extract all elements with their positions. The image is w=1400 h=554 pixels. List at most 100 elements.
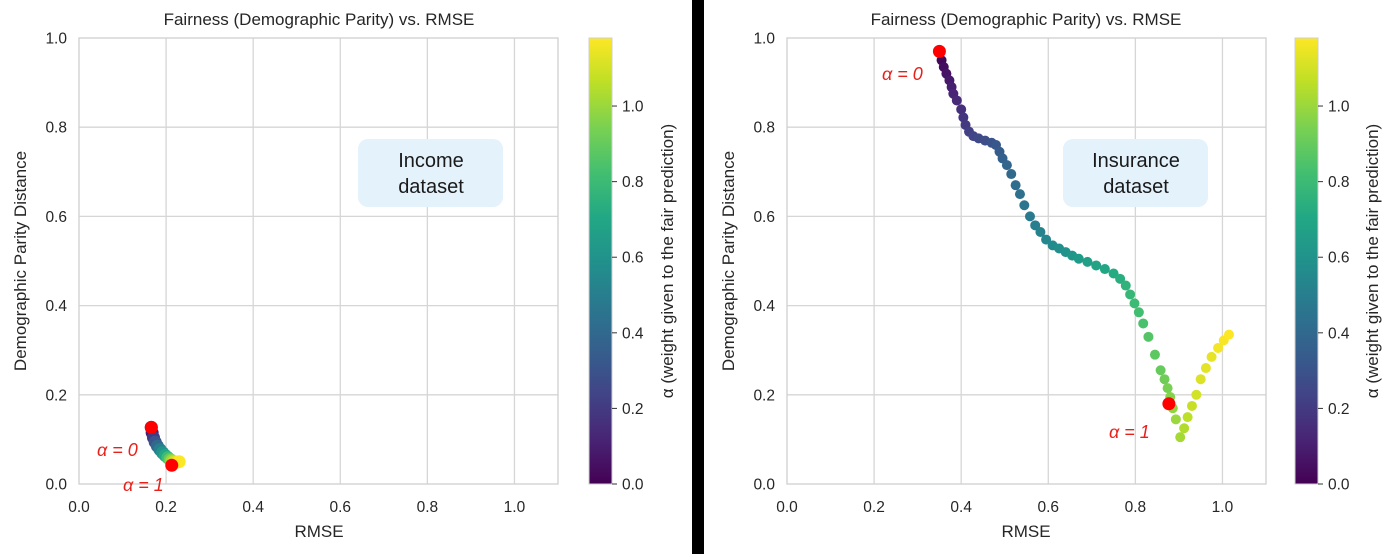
colorbar-tick-label: 0.2 xyxy=(1328,401,1350,418)
annotation-alpha-1: α = 1 xyxy=(1109,422,1150,442)
chart-title: Fairness (Demographic Parity) vs. RMSE xyxy=(164,10,475,29)
y-tick-label: 0.2 xyxy=(753,387,775,404)
scatter-point xyxy=(1115,273,1126,284)
y-tick-label: 1.0 xyxy=(45,31,67,48)
scatter-point xyxy=(1125,289,1136,300)
annotation-alpha-0: α = 0 xyxy=(97,440,138,460)
plot-frame xyxy=(78,37,559,485)
colorbar-tick-label: 0.6 xyxy=(1328,250,1350,267)
y-tick-label: 0.6 xyxy=(45,209,67,226)
scatter-point xyxy=(1014,189,1025,200)
colorbar-insurance: 0.0 0.2 0.4 0.6 0.8 1.0 α (weight given to th… xyxy=(1294,37,1382,494)
scatter-point xyxy=(1182,412,1193,423)
chart-panel-income: Fairness (Demographic Parity) vs. RMSE 0… xyxy=(11,10,559,541)
x-tick-label: 0.2 xyxy=(863,499,885,516)
y-tick-label: 0.8 xyxy=(753,120,775,137)
scatter-point xyxy=(1143,331,1154,342)
colorbar-label: α (weight given to the fair prediction) xyxy=(658,124,677,398)
scatter-point xyxy=(1120,280,1131,291)
chart-panel-insurance: Fairness (Demographic Parity) vs. RMSE 0… xyxy=(719,10,1267,541)
colorbar-tick-label: 1.0 xyxy=(622,99,644,116)
scatter-point xyxy=(1035,227,1046,238)
x-tick-label: 0.6 xyxy=(329,499,351,516)
x-tick-label: 0.0 xyxy=(776,499,798,516)
scatter-point xyxy=(1006,169,1017,180)
y-axis-label: Demographic Parity Distance xyxy=(719,151,738,371)
scatter-point xyxy=(958,112,969,123)
colorbar-tick-label: 0.4 xyxy=(622,325,644,342)
x-tick-labels: 0.0 0.2 0.4 0.6 0.8 1.0 xyxy=(776,499,1233,516)
scatter-point xyxy=(1213,342,1224,353)
scatter-point xyxy=(1091,260,1102,271)
dataset-label-box xyxy=(358,139,503,207)
dataset-label-line1: Insurance xyxy=(1092,150,1180,172)
scatter-point xyxy=(1010,180,1021,191)
y-tick-label: 0.4 xyxy=(753,298,775,315)
annotation-alpha-1: α = 1 xyxy=(123,475,164,495)
x-tick-label: 0.4 xyxy=(242,499,264,516)
scatter-point xyxy=(1149,349,1160,360)
scatter-point xyxy=(1082,256,1093,267)
scatter-point xyxy=(1133,307,1144,318)
dataset-label-line2: dataset xyxy=(398,176,464,198)
colorbar-tick-label: 0.2 xyxy=(622,401,644,418)
dataset-label-box xyxy=(1063,139,1208,207)
scatter-point xyxy=(1170,414,1181,425)
y-tick-labels: 0.0 0.2 0.4 0.6 0.8 1.0 xyxy=(45,31,67,494)
dataset-label-line1: Income xyxy=(398,150,464,172)
panel-divider xyxy=(692,0,704,554)
x-tick-label: 1.0 xyxy=(1212,499,1234,516)
colorbar-tick-label: 0.8 xyxy=(1328,174,1350,191)
scatter-point xyxy=(1041,234,1052,245)
dataset-label-line2: dataset xyxy=(1103,176,1169,198)
scatter-point xyxy=(1186,400,1197,411)
y-tick-labels: 0.0 0.2 0.4 0.6 0.8 1.0 xyxy=(753,31,775,494)
scatter-point xyxy=(1138,318,1149,329)
scatter-point xyxy=(1024,211,1035,222)
y-tick-label: 0.0 xyxy=(45,477,67,494)
x-tick-label: 0.4 xyxy=(950,499,972,516)
highlight-point xyxy=(1162,397,1176,411)
x-tick-label: 0.0 xyxy=(68,499,90,516)
colorbar-tick-label: 0.8 xyxy=(622,174,644,191)
colorbar-tick-label: 0.4 xyxy=(1328,325,1350,342)
scatter-point xyxy=(951,95,962,106)
scatter-point xyxy=(1179,423,1190,434)
colorbar-tick-label: 0.0 xyxy=(622,477,644,494)
scatter-point xyxy=(1162,383,1173,394)
x-tick-labels: 0.0 0.2 0.4 0.6 0.8 1.0 xyxy=(68,499,525,516)
x-tick-label: 0.8 xyxy=(1125,499,1147,516)
x-tick-label: 0.2 xyxy=(155,499,177,516)
y-tick-label: 1.0 xyxy=(753,31,775,48)
scatter-point xyxy=(1200,363,1211,374)
x-tick-label: 0.8 xyxy=(417,499,439,516)
scatter-point xyxy=(1019,200,1030,211)
chart-title: Fairness (Demographic Parity) vs. RMSE xyxy=(871,10,1182,29)
colorbar-tick-label: 0.0 xyxy=(1328,477,1350,494)
highlight-points xyxy=(144,420,179,472)
y-tick-label: 0.4 xyxy=(45,298,67,315)
y-tick-label: 0.8 xyxy=(45,120,67,137)
y-axis-label: Demographic Parity Distance xyxy=(11,151,30,371)
colorbar-gradient xyxy=(1294,37,1319,485)
colorbar-income: 0.0 0.2 0.4 0.6 0.8 1.0 α (weight given to th… xyxy=(588,37,677,494)
colorbar-label: α (weight given to the fair prediction) xyxy=(1363,124,1382,398)
grid-x xyxy=(79,38,558,484)
colorbar-tick-label: 1.0 xyxy=(1328,99,1350,116)
grid-x xyxy=(787,38,1266,484)
scatter-point xyxy=(1129,298,1140,309)
scatter-point xyxy=(1001,160,1012,171)
x-axis-label: RMSE xyxy=(1001,522,1050,541)
scatter-point xyxy=(1206,351,1217,362)
highlight-point xyxy=(144,420,158,434)
scatter-point xyxy=(956,104,967,115)
scatter-point xyxy=(1175,432,1186,443)
highlight-point xyxy=(932,44,946,58)
colorbar-ticks: 0.0 0.2 0.4 0.6 0.8 1.0 xyxy=(612,99,644,494)
colorbar-tick-label: 0.6 xyxy=(622,250,644,267)
highlight-point xyxy=(165,458,179,472)
scatter-point xyxy=(1223,329,1234,340)
colorbar-gradient xyxy=(588,37,613,485)
scatter-point xyxy=(1073,253,1084,264)
